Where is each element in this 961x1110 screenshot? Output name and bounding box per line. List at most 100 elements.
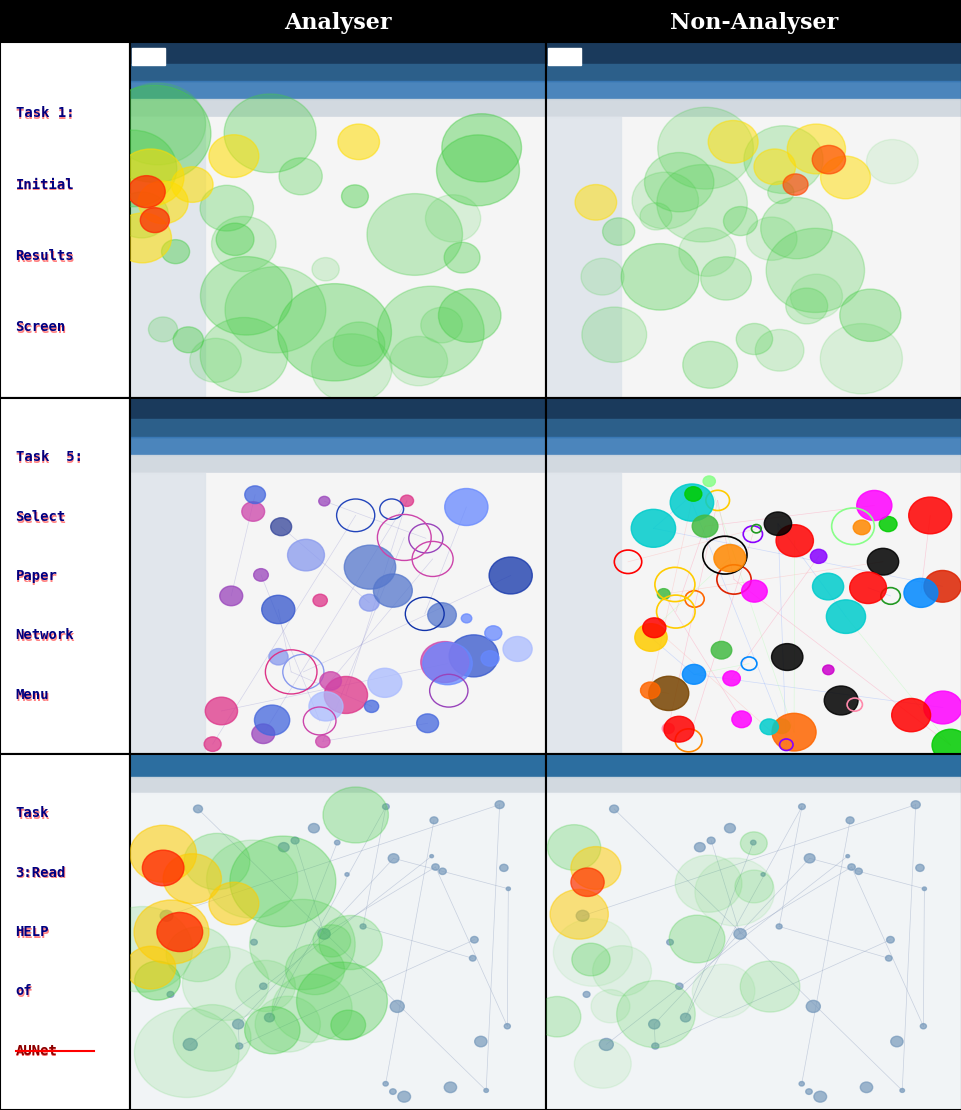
Circle shape — [320, 672, 341, 690]
Circle shape — [856, 491, 891, 521]
Circle shape — [364, 700, 379, 713]
Circle shape — [790, 274, 842, 319]
Circle shape — [706, 837, 714, 844]
Circle shape — [157, 912, 203, 951]
Circle shape — [430, 855, 433, 858]
Circle shape — [640, 682, 659, 698]
Circle shape — [233, 1019, 243, 1029]
Circle shape — [675, 855, 741, 912]
Circle shape — [899, 1089, 903, 1092]
Circle shape — [225, 266, 326, 353]
Text: of: of — [16, 986, 33, 1000]
Circle shape — [373, 574, 412, 607]
Circle shape — [822, 665, 833, 675]
Circle shape — [308, 692, 343, 722]
Circle shape — [444, 242, 480, 273]
Circle shape — [160, 910, 173, 921]
Circle shape — [799, 1081, 803, 1086]
Circle shape — [189, 339, 241, 382]
Circle shape — [915, 865, 924, 871]
Circle shape — [367, 668, 402, 697]
Circle shape — [866, 140, 917, 184]
Circle shape — [642, 618, 665, 637]
Circle shape — [449, 635, 498, 677]
Circle shape — [891, 698, 929, 731]
Circle shape — [547, 825, 600, 870]
Circle shape — [798, 804, 804, 809]
Circle shape — [166, 927, 230, 981]
Circle shape — [805, 1000, 820, 1012]
Circle shape — [847, 864, 854, 870]
Circle shape — [910, 800, 920, 808]
Text: HELP: HELP — [16, 927, 49, 941]
Circle shape — [359, 924, 366, 929]
Circle shape — [776, 525, 813, 557]
Circle shape — [669, 915, 725, 962]
Circle shape — [767, 181, 793, 203]
Circle shape — [824, 686, 857, 715]
Circle shape — [592, 946, 651, 996]
Circle shape — [923, 692, 961, 724]
Circle shape — [311, 258, 339, 281]
Circle shape — [702, 476, 715, 486]
Text: Task: Task — [16, 808, 49, 823]
Circle shape — [315, 735, 330, 747]
Circle shape — [582, 991, 589, 997]
Circle shape — [163, 854, 221, 904]
Circle shape — [423, 643, 472, 685]
Circle shape — [644, 152, 713, 212]
Circle shape — [820, 323, 901, 394]
Circle shape — [616, 980, 695, 1048]
Text: Screen: Screen — [15, 320, 65, 334]
Circle shape — [648, 676, 688, 710]
Circle shape — [244, 486, 265, 504]
Circle shape — [839, 289, 899, 342]
Circle shape — [931, 729, 961, 761]
Text: Task 1:: Task 1: — [15, 107, 74, 120]
Circle shape — [878, 516, 896, 532]
Circle shape — [285, 945, 344, 995]
Circle shape — [259, 983, 267, 989]
Circle shape — [923, 571, 960, 603]
Circle shape — [733, 929, 746, 939]
Circle shape — [173, 1005, 251, 1071]
Circle shape — [634, 624, 666, 652]
Circle shape — [130, 825, 196, 882]
Circle shape — [679, 1013, 690, 1022]
Circle shape — [495, 800, 504, 808]
Circle shape — [296, 962, 387, 1040]
Circle shape — [750, 840, 755, 845]
Circle shape — [431, 864, 439, 870]
Circle shape — [337, 124, 379, 160]
Circle shape — [270, 517, 291, 536]
Circle shape — [666, 939, 673, 945]
Circle shape — [884, 956, 891, 961]
Circle shape — [656, 588, 670, 599]
Circle shape — [713, 545, 745, 572]
Circle shape — [211, 216, 276, 272]
Circle shape — [161, 240, 189, 264]
Circle shape — [255, 996, 320, 1052]
Circle shape — [308, 824, 319, 832]
Text: Network: Network — [15, 628, 74, 643]
Circle shape — [87, 130, 177, 206]
Circle shape — [903, 578, 937, 607]
Circle shape — [268, 648, 287, 665]
Circle shape — [428, 603, 456, 627]
Circle shape — [754, 330, 803, 371]
Circle shape — [183, 1039, 197, 1050]
Circle shape — [741, 581, 767, 602]
Circle shape — [92, 907, 192, 992]
Circle shape — [571, 944, 609, 976]
Circle shape — [317, 929, 330, 939]
Text: Select: Select — [15, 509, 65, 524]
Circle shape — [670, 484, 713, 522]
Circle shape — [753, 149, 795, 184]
Circle shape — [184, 834, 250, 890]
Circle shape — [249, 899, 355, 990]
Text: Analyser: Analyser — [283, 12, 391, 34]
Circle shape — [773, 719, 789, 734]
Circle shape — [599, 1039, 613, 1050]
Circle shape — [570, 868, 604, 897]
Circle shape — [382, 1081, 388, 1086]
